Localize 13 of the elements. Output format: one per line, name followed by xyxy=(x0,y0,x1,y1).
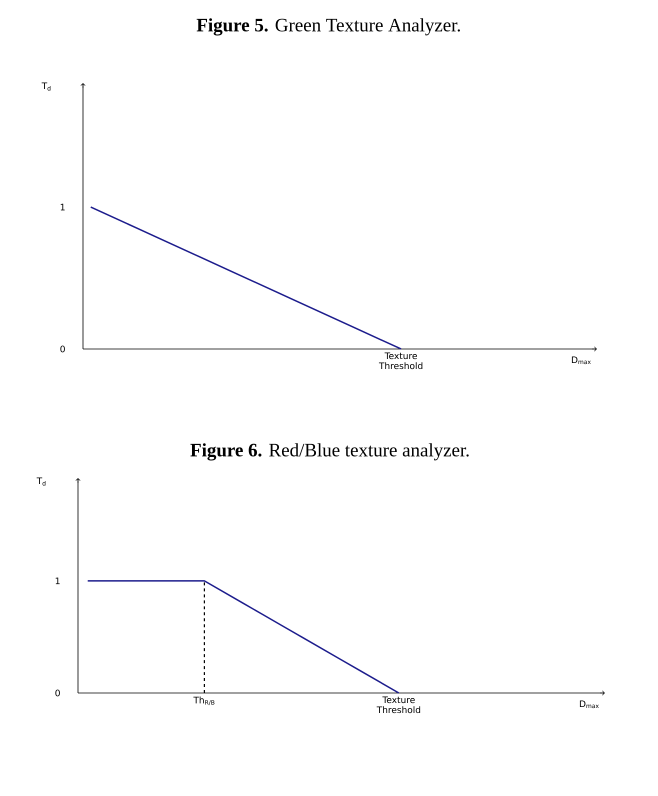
x-tick-label: Texture Threshold xyxy=(376,696,420,714)
y-tick-label: 0 xyxy=(55,690,60,696)
y-tick-label: 1 xyxy=(60,204,65,210)
chart-title: Figure 5. Green Texture Analyzer. xyxy=(196,18,460,36)
x-tick-label: Texture Threshold xyxy=(378,352,422,370)
y-tick-label: 0 xyxy=(60,346,65,352)
x-axis-title: D$_{max}$ xyxy=(572,356,591,364)
y-axis-title: T$_{d}$ xyxy=(42,82,50,91)
x-axis-title: D$_{max}$ xyxy=(580,700,599,708)
chart-title: Figure 6. Red/Blue texture analyzer. xyxy=(190,443,469,460)
y-axis-title: T$_{d}$ xyxy=(36,478,46,486)
x-tick-label: Th$_{R/B}$ xyxy=(193,696,214,706)
y-tick-label: 1 xyxy=(56,578,60,584)
